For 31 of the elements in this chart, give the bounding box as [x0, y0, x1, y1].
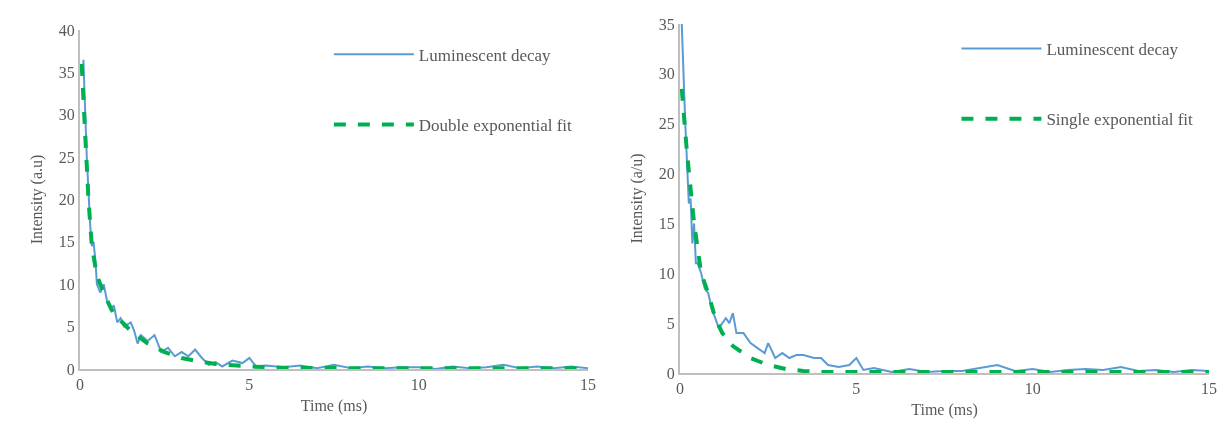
y-tick-label: 5 — [666, 314, 675, 332]
legend-label: Luminescent decay — [418, 45, 552, 65]
y-tick-label: 25 — [658, 115, 675, 133]
legend-label: Luminescent decay — [1046, 40, 1179, 60]
y-tick-label: 10 — [658, 264, 675, 282]
y-tick-label: 35 — [58, 63, 75, 81]
y-tick-label: 20 — [58, 191, 75, 209]
x-tick-label: 10 — [1024, 380, 1041, 398]
y-tick-label: 30 — [658, 65, 675, 83]
y-tick-label: 35 — [658, 15, 675, 33]
y-tick-label: 15 — [58, 233, 75, 251]
y-tick-label: 40 — [58, 21, 75, 39]
y-axis-title: Intensity (a/u) — [628, 153, 647, 244]
y-tick-label: 15 — [658, 215, 675, 233]
x-tick-label: 15 — [580, 376, 596, 394]
y-tick-label: 30 — [58, 106, 75, 124]
y-tick-label: 5 — [66, 318, 75, 336]
x-tick-label: 10 — [410, 376, 427, 394]
legend-label: Double exponential fit — [418, 116, 573, 136]
x-tick-label: 15 — [1201, 380, 1217, 398]
legend-label: Single exponential fit — [1046, 110, 1194, 130]
x-axis-title: Time (ms) — [300, 397, 368, 416]
y-tick-label: 0 — [66, 360, 75, 378]
y-tick-label: 25 — [58, 148, 75, 166]
y-axis-title: Intensity (a.u) — [28, 154, 47, 245]
x-axis-title: Time (ms) — [911, 401, 978, 420]
x-tick-label: 5 — [852, 380, 861, 398]
y-tick-label: 10 — [58, 275, 75, 293]
y-tick-label: 0 — [666, 364, 675, 382]
y-tick-label: 20 — [658, 165, 675, 183]
x-tick-label: 5 — [245, 376, 254, 394]
